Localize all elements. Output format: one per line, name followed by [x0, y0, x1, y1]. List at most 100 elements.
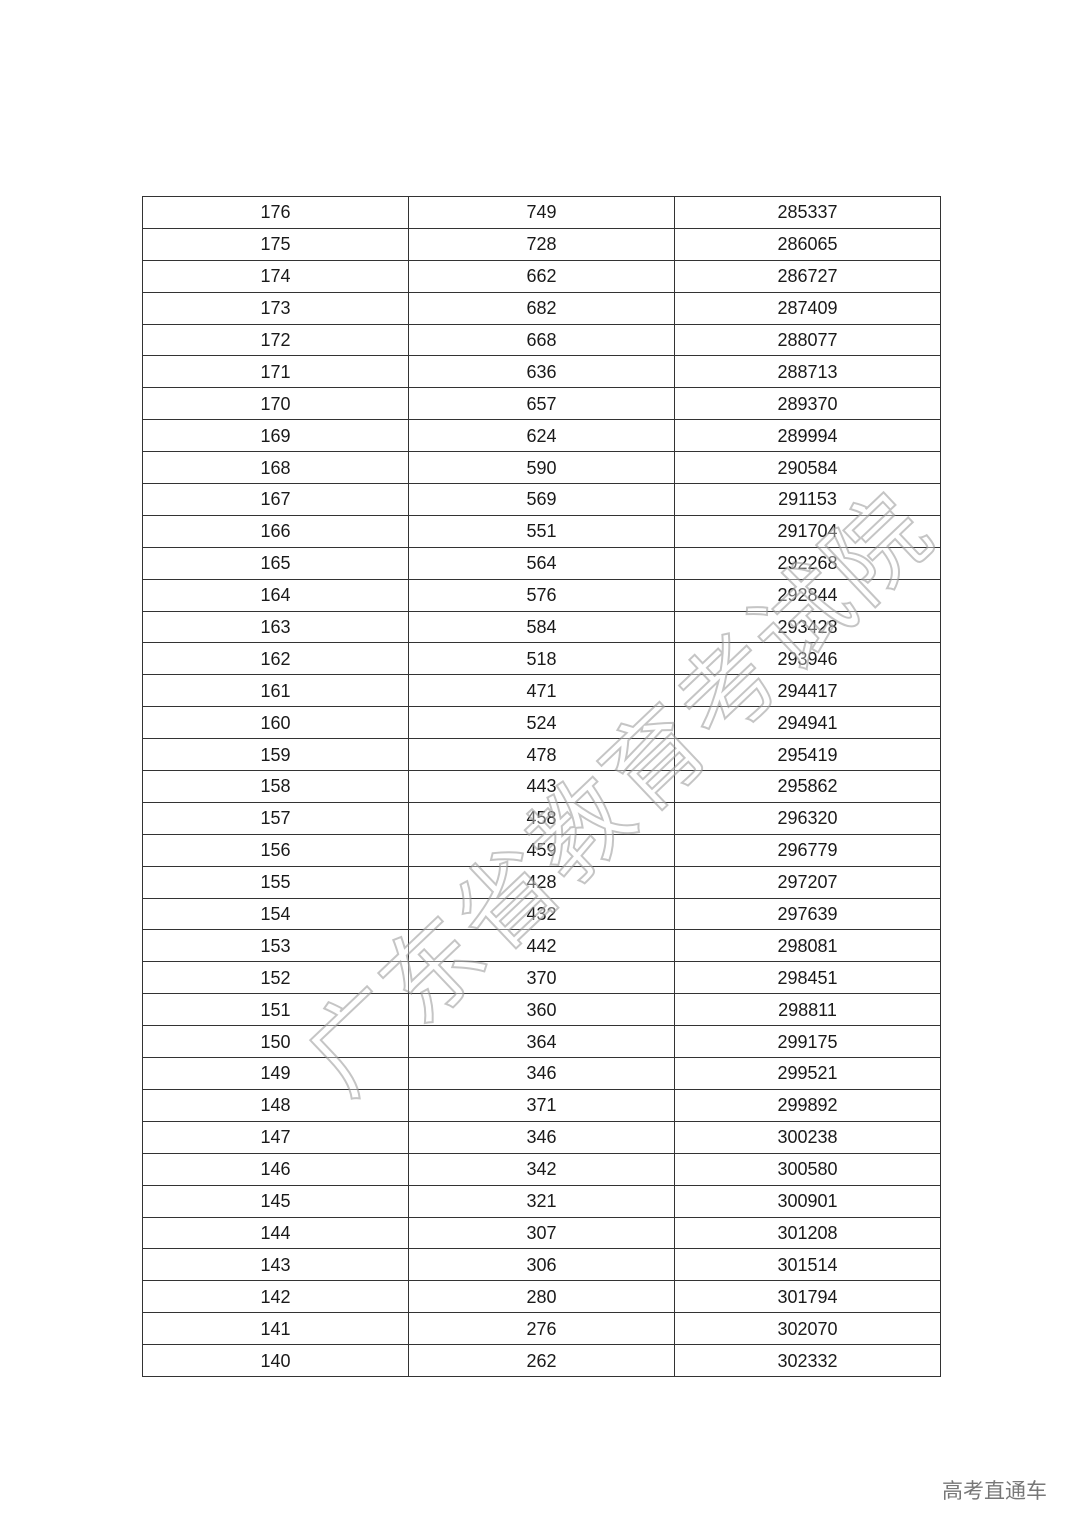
count-cell: 428	[408, 865, 675, 899]
table-row: 172 668 288077	[142, 323, 941, 357]
cumulative-cell: 299892	[674, 1088, 941, 1122]
score-cell: 157	[142, 801, 409, 835]
cumulative-cell: 299521	[674, 1057, 941, 1090]
table-row: 150 364 299175	[142, 1025, 941, 1059]
cumulative-cell: 294417	[674, 674, 941, 708]
cumulative-cell: 296779	[674, 833, 941, 867]
table-row: 157 458 296320	[142, 801, 941, 835]
count-cell: 576	[408, 578, 675, 612]
score-cell: 147	[142, 1120, 409, 1154]
score-cell: 146	[142, 1152, 409, 1186]
count-cell: 524	[408, 706, 675, 740]
cumulative-cell: 292268	[674, 546, 941, 580]
count-cell: 728	[408, 227, 675, 261]
table-row: 140 262 302332	[142, 1344, 941, 1377]
score-cell: 172	[142, 323, 409, 357]
table-row: 161 471 294417	[142, 674, 941, 708]
score-cell: 174	[142, 259, 409, 293]
table-row: 147 346 300238	[142, 1120, 941, 1154]
score-cell: 176	[142, 196, 409, 229]
cumulative-cell: 286065	[674, 227, 941, 261]
count-cell: 624	[408, 419, 675, 453]
score-distribution-table: 176 749 285337 175 728 286065 174 662 286727 173 6…	[142, 196, 941, 1377]
count-cell: 584	[408, 610, 675, 644]
cumulative-cell: 285337	[674, 196, 941, 229]
table-row: 169 624 289994	[142, 419, 941, 453]
table-row: 149 346 299521	[142, 1057, 941, 1090]
table-row: 154 432 297639	[142, 897, 941, 931]
cumulative-cell: 297639	[674, 897, 941, 931]
score-cell: 159	[142, 738, 409, 772]
score-cell: 140	[142, 1344, 409, 1377]
table-row: 162 518 293946	[142, 642, 941, 676]
source-watermark: 高考直通车	[942, 1479, 1047, 1503]
count-cell: 459	[408, 833, 675, 867]
count-cell: 471	[408, 674, 675, 708]
cumulative-cell: 294941	[674, 706, 941, 740]
cumulative-cell: 301794	[674, 1280, 941, 1314]
score-cell: 152	[142, 961, 409, 995]
count-cell: 342	[408, 1152, 675, 1186]
table-row: 167 569 291153	[142, 483, 941, 516]
table-row: 175 728 286065	[142, 227, 941, 261]
table-row: 143 306 301514	[142, 1248, 941, 1282]
score-cell: 161	[142, 674, 409, 708]
count-cell: 478	[408, 738, 675, 772]
score-cell: 164	[142, 578, 409, 612]
cumulative-cell: 298451	[674, 961, 941, 995]
score-cell: 163	[142, 610, 409, 644]
table-row: 146 342 300580	[142, 1152, 941, 1186]
cumulative-cell: 296320	[674, 801, 941, 835]
cumulative-cell: 298811	[674, 993, 941, 1027]
table-row: 176 749 285337	[142, 196, 941, 229]
score-cell: 151	[142, 993, 409, 1027]
score-cell: 141	[142, 1312, 409, 1346]
cumulative-cell: 295419	[674, 738, 941, 772]
count-cell: 262	[408, 1344, 675, 1377]
count-cell: 551	[408, 514, 675, 548]
score-cell: 145	[142, 1184, 409, 1218]
count-cell: 668	[408, 323, 675, 357]
count-cell: 458	[408, 801, 675, 835]
table-row: 164 576 292844	[142, 578, 941, 612]
cumulative-cell: 299175	[674, 1025, 941, 1059]
score-cell: 166	[142, 514, 409, 548]
cumulative-cell: 290584	[674, 451, 941, 485]
count-cell: 657	[408, 387, 675, 421]
count-cell: 442	[408, 929, 675, 963]
count-cell: 276	[408, 1312, 675, 1346]
score-cell: 144	[142, 1216, 409, 1250]
cumulative-cell: 291153	[674, 483, 941, 516]
cumulative-cell: 300580	[674, 1152, 941, 1186]
cumulative-cell: 297207	[674, 865, 941, 899]
score-cell: 142	[142, 1280, 409, 1314]
count-cell: 569	[408, 483, 675, 516]
count-cell: 370	[408, 961, 675, 995]
score-cell: 153	[142, 929, 409, 963]
table-row: 168 590 290584	[142, 451, 941, 485]
table-row: 155 428 297207	[142, 865, 941, 899]
score-cell: 173	[142, 291, 409, 325]
score-cell: 148	[142, 1088, 409, 1122]
table-row: 160 524 294941	[142, 706, 941, 740]
count-cell: 306	[408, 1248, 675, 1282]
count-cell: 443	[408, 770, 675, 803]
cumulative-cell: 295862	[674, 770, 941, 803]
score-cell: 167	[142, 483, 409, 516]
score-cell: 168	[142, 451, 409, 485]
table-row: 159 478 295419	[142, 738, 941, 772]
table-row: 141 276 302070	[142, 1312, 941, 1346]
cumulative-cell: 293946	[674, 642, 941, 676]
count-cell: 564	[408, 546, 675, 580]
score-cell: 143	[142, 1248, 409, 1282]
count-cell: 307	[408, 1216, 675, 1250]
count-cell: 749	[408, 196, 675, 229]
table-row: 165 564 292268	[142, 546, 941, 580]
table-row: 166 551 291704	[142, 514, 941, 548]
score-cell: 162	[142, 642, 409, 676]
cumulative-cell: 301208	[674, 1216, 941, 1250]
cumulative-cell: 293428	[674, 610, 941, 644]
count-cell: 432	[408, 897, 675, 931]
table-row: 163 584 293428	[142, 610, 941, 644]
table-row: 156 459 296779	[142, 833, 941, 867]
